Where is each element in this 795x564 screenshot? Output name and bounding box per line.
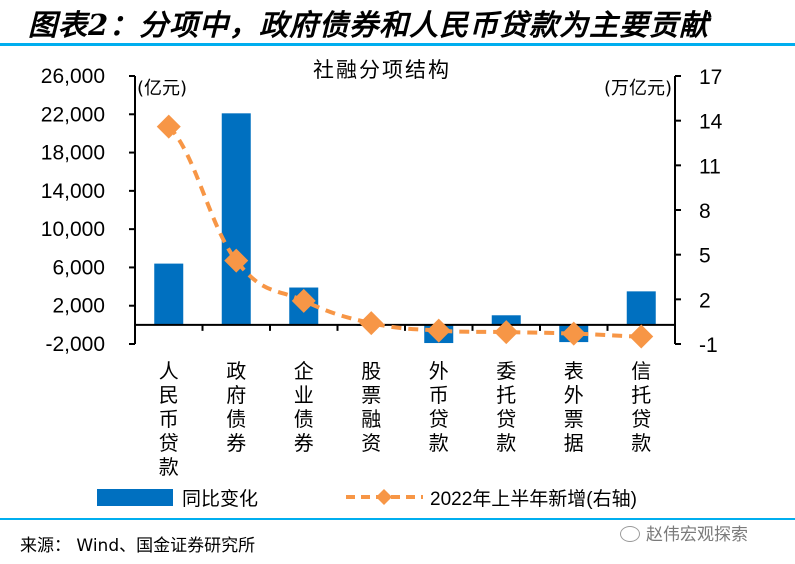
x-axis-label-char: 府 xyxy=(226,383,246,407)
right-axis-tick-label: 5 xyxy=(699,245,711,268)
chart: 社融分项结构 (亿元) (万亿元) -2,000 2,000 6,000 10,000… xyxy=(41,58,723,510)
x-axis-label-char: 政 xyxy=(226,359,246,383)
right-axis-tick-label: 17 xyxy=(699,66,722,89)
x-axis-label-char: 股 xyxy=(361,359,381,383)
x-axis-label-char: 资 xyxy=(361,431,381,455)
watermark-text: 赵伟宏观探索 xyxy=(646,525,748,545)
x-axis-label-char: 外 xyxy=(564,383,584,407)
x-axis-label: 政府债券 xyxy=(226,359,246,455)
x-axis-label-char: 据 xyxy=(564,431,584,455)
legend-diamond-marker xyxy=(376,489,392,505)
x-axis-label-char: 外 xyxy=(429,359,449,383)
x-axis-label-char: 民 xyxy=(159,383,179,407)
x-axis-label-char: 币 xyxy=(159,407,179,431)
left-axis-tick-label: 2,000 xyxy=(52,295,105,318)
bar xyxy=(626,291,656,325)
line-marker xyxy=(359,311,384,336)
x-axis-label-char: 融 xyxy=(361,407,381,431)
left-axis: -2,000 2,000 6,000 10,000 14,000 18,000 22,000… xyxy=(41,65,136,356)
chart-title: 社融分项结构 xyxy=(313,58,451,82)
line-marker xyxy=(156,114,181,139)
right-axis-unit: (万亿元) xyxy=(604,78,672,99)
line-marker xyxy=(291,288,316,313)
line-marker xyxy=(426,318,451,343)
x-axis-label-char: 票 xyxy=(361,383,381,407)
x-axis-label-char: 币 xyxy=(429,383,449,407)
x-axis-label-char: 信 xyxy=(631,359,651,383)
line-series xyxy=(156,114,654,349)
x-axis-label-char: 款 xyxy=(429,431,449,455)
right-axis-tick-label: -1 xyxy=(699,334,718,357)
line-marker xyxy=(224,248,249,273)
x-axis-label-char: 企 xyxy=(294,359,314,383)
right-axis-tick-label: 8 xyxy=(699,200,711,223)
right-axis-tick-label: 11 xyxy=(699,155,721,178)
x-axis-label-char: 券 xyxy=(294,431,314,455)
legend-line-label: 2022年上半年新增(右轴) xyxy=(430,488,637,510)
left-axis-tick-label: 10,000 xyxy=(41,218,105,241)
x-axis-label-char: 款 xyxy=(159,455,179,479)
right-axis-tick-label: 14 xyxy=(699,111,723,134)
x-axis-label-char: 表 xyxy=(564,359,584,383)
x-axis-label-char: 贷 xyxy=(631,407,651,431)
legend: 同比变化 2022年上半年新增(右轴) xyxy=(97,488,637,510)
wechat-icon xyxy=(620,526,640,542)
left-axis-tick-label: -2,000 xyxy=(45,333,105,356)
x-axis-label-char: 贷 xyxy=(429,407,449,431)
left-axis-tick-label: 18,000 xyxy=(41,142,105,165)
zero-baseline xyxy=(135,323,675,331)
top-rule xyxy=(0,43,795,46)
source-note: 来源： Wind、国金证券研究所 xyxy=(20,536,256,556)
left-axis-unit: (亿元) xyxy=(137,78,187,99)
right-axis-tick-label: 2 xyxy=(699,289,711,312)
x-axis-label-char: 委 xyxy=(496,359,516,383)
line-marker xyxy=(494,320,519,345)
x-axis-label-char: 款 xyxy=(496,431,516,455)
legend-bar-swatch xyxy=(97,489,173,506)
line-marker xyxy=(561,321,586,346)
left-axis-tick-label: 6,000 xyxy=(52,256,105,279)
x-axis-label-char: 券 xyxy=(226,431,246,455)
bar xyxy=(491,315,521,325)
x-axis-label-char: 业 xyxy=(294,383,314,407)
x-axis-label-char: 贷 xyxy=(496,407,516,431)
x-axis-label-char: 票 xyxy=(564,407,584,431)
bar xyxy=(221,113,251,325)
x-axis-label-char: 债 xyxy=(294,407,314,431)
x-axis-label-char: 款 xyxy=(631,431,651,455)
left-axis-tick-label: 22,000 xyxy=(41,103,105,126)
legend-bar-label: 同比变化 xyxy=(182,488,258,510)
figure-title: 图表2：分项中，政府债券和人民币贷款为主要贡献 xyxy=(28,8,710,42)
watermark: 赵伟宏观探索 xyxy=(620,520,748,545)
left-axis-tick-label: 26,000 xyxy=(41,65,105,88)
x-axis-label-char: 托 xyxy=(631,383,651,407)
x-axis-label-char: 托 xyxy=(496,383,516,407)
right-axis: -1 2 5 8 11 14 17 xyxy=(674,66,723,357)
bottom-rule xyxy=(0,518,795,520)
x-axis-label-char: 债 xyxy=(226,407,246,431)
line-marker xyxy=(629,324,654,349)
bar xyxy=(154,263,184,325)
x-axis-label: 人民币贷款 xyxy=(159,359,179,479)
x-axis-label-char: 贷 xyxy=(159,431,179,455)
x-axis-label-char: 人 xyxy=(159,359,179,383)
bar-series xyxy=(154,113,656,344)
left-axis-tick-label: 14,000 xyxy=(41,180,105,203)
